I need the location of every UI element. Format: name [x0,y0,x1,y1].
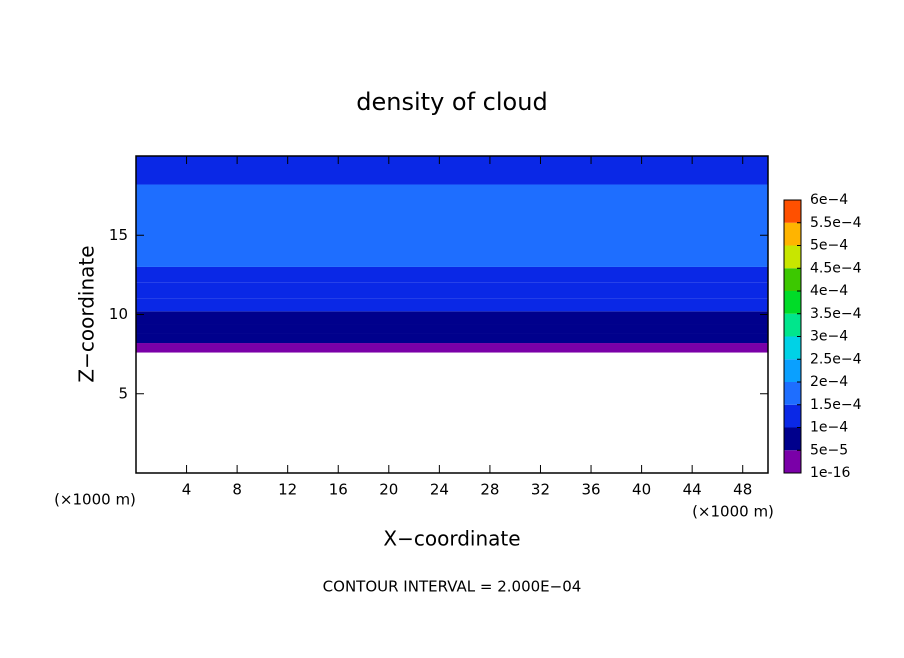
x-tick-label: 8 [232,481,242,499]
contour-band [136,311,768,325]
contour-band [136,352,768,473]
chart-title: density of cloud [356,88,547,116]
colorbar-label: 4.5e−4 [810,260,862,276]
x-tick-label: 36 [581,481,600,499]
contour-band [136,282,768,299]
x-tick-label: 24 [430,481,449,499]
y-axis-label: Z−coordinate [75,245,99,382]
colorbar-swatch [784,404,801,428]
colorbar-swatch [784,359,801,382]
x-tick-label: 32 [531,481,550,499]
colorbar-swatch [784,291,801,314]
x-tick-label: 16 [329,481,348,499]
colorbar-label: 4e−4 [810,283,848,299]
colorbar-label: 1e−4 [810,420,848,436]
contour-band [136,184,768,267]
contour-band [136,343,768,353]
colorbar-label: 6e−4 [810,192,848,208]
x-tick-label: 12 [278,481,297,499]
colorbar-swatch [784,222,801,246]
x-tick-label: 4 [182,481,192,499]
y-unit-label: (×1000 m) [54,491,136,509]
contour-band [136,333,768,344]
colorbar-label: 1.5e−4 [810,397,862,413]
x-axis-label: X−coordinate [383,527,520,551]
colorbar-label: 5e−5 [810,442,848,458]
colorbar-swatch [784,427,801,451]
colorbar-swatch [784,200,801,223]
contour-band [136,298,768,312]
colorbar-label: 3e−4 [810,329,848,345]
contour-band [136,266,768,283]
colorbar-swatch [784,450,801,473]
y-tick-label: 15 [109,226,128,244]
colorbar-swatch [784,268,801,291]
contour-band [136,156,768,185]
colorbar-swatch [784,313,801,337]
colorbar-label: 5.5e−4 [810,215,862,231]
colorbar-label: 2.5e−4 [810,351,862,367]
colorbar-swatch [784,336,801,360]
y-tick-label: 10 [109,305,128,323]
x-tick-label: 44 [683,481,702,499]
footer: CONTOUR INTERVAL = 2.000E−04 [323,578,582,596]
colorbar-label: 3.5e−4 [810,306,862,322]
x-unit-label: (×1000 m) [692,503,774,521]
colorbar-label: 5e−4 [810,238,848,254]
colorbar-label: 2e−4 [810,374,848,390]
colorbar-swatch [784,382,801,405]
y-tick-label: 5 [118,384,128,402]
x-tick-label: 28 [480,481,499,499]
colorbar-swatch [784,245,801,269]
x-tick-label: 48 [733,481,752,499]
x-tick-label: 20 [379,481,398,499]
colorbar-label: 1e-16 [810,465,850,481]
x-tick-label: 40 [632,481,651,499]
contour-band [136,324,768,334]
